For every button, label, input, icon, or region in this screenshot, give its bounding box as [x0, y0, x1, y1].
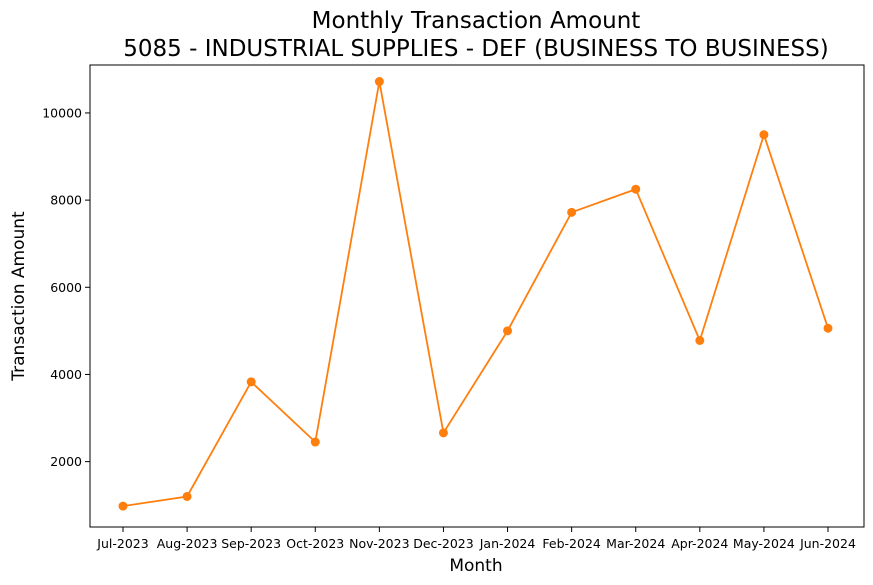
- x-tick-label: Oct-2023: [286, 536, 344, 551]
- x-tick-label: Mar-2024: [606, 536, 665, 551]
- plot-area-frame: [89, 64, 865, 528]
- x-tick-label: Dec-2023: [413, 536, 474, 551]
- y-axis: 2000 4000 6000 8000 10000: [42, 105, 90, 469]
- data-point: [118, 501, 128, 511]
- x-axis: Jul-2023 Aug-2023 Sep-2023 Oct-2023 Nov-2023…: [96, 527, 856, 551]
- y-tick-label: 8000: [50, 193, 82, 208]
- series-layer: [118, 77, 833, 511]
- x-tick-label: Jul-2023: [96, 536, 148, 551]
- data-point: [759, 130, 769, 140]
- y-tick-label: 6000: [50, 280, 82, 295]
- x-axis-title: Month: [449, 556, 502, 576]
- data-point: [374, 77, 384, 87]
- y-tick-label: 10000: [42, 105, 82, 120]
- data-point: [823, 323, 833, 333]
- x-tick-label: Feb-2024: [542, 536, 601, 551]
- chart-title: Monthly Transaction Amount: [312, 8, 641, 34]
- data-point: [695, 335, 705, 345]
- data-point: [503, 326, 513, 336]
- data-point: [310, 437, 320, 447]
- series-line: [122, 81, 829, 507]
- x-tick-label: Nov-2023: [349, 536, 409, 551]
- x-tick-label: Sep-2023: [221, 536, 281, 551]
- x-tick-label: Jun-2024: [799, 536, 856, 551]
- y-tick-label: 2000: [50, 454, 82, 469]
- x-tick-label: Apr-2024: [671, 536, 728, 551]
- x-tick-label: Aug-2023: [157, 536, 218, 551]
- chart-subtitle: 5085 - INDUSTRIAL SUPPLIES - DEF (BUSINE…: [123, 36, 828, 62]
- data-point: [567, 207, 577, 217]
- x-tick-label: May-2024: [733, 536, 795, 551]
- data-point: [631, 184, 641, 194]
- x-tick-label: Jan-2024: [479, 536, 536, 551]
- data-point: [246, 377, 256, 387]
- data-point: [182, 491, 192, 501]
- y-tick-label: 4000: [50, 367, 82, 382]
- data-point: [438, 428, 448, 438]
- y-axis-title: Transaction Amount: [9, 211, 29, 382]
